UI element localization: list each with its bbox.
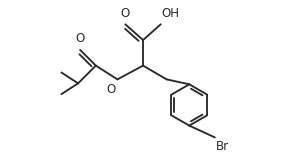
Text: Br: Br: [216, 140, 229, 153]
Text: O: O: [106, 83, 116, 96]
Text: OH: OH: [162, 7, 180, 20]
Text: O: O: [75, 32, 85, 45]
Text: O: O: [121, 7, 130, 20]
